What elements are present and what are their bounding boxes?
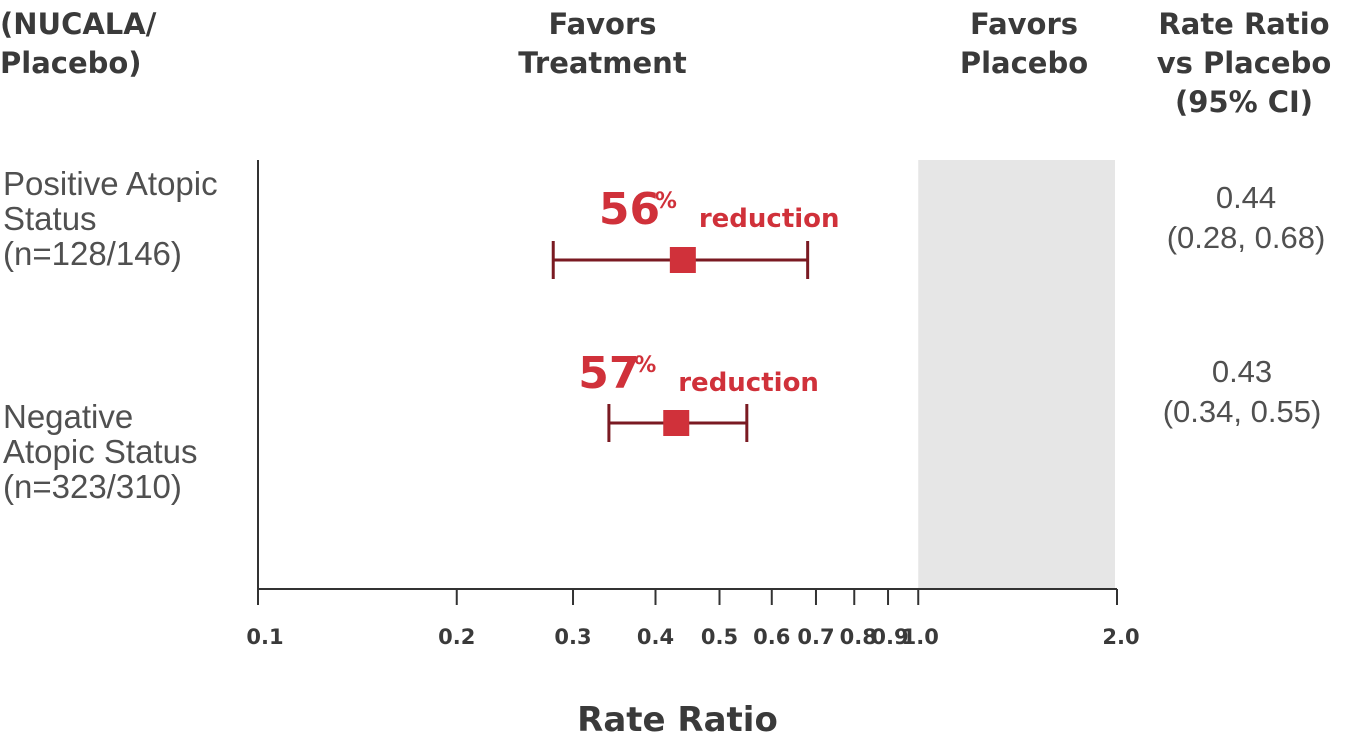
header-line: Placebo	[959, 46, 1089, 80]
header-line: (95% CI)	[1174, 85, 1314, 119]
row-label-negative-atopic: Negative Atopic Status (n=323/310)	[3, 399, 197, 504]
header-line: (NUCALA/	[0, 7, 157, 41]
row-label-line: Positive Atopic	[3, 165, 218, 202]
row-label-line: (n=128/146)	[3, 235, 182, 272]
row-label-positive-atopic: Positive Atopic Status (n=128/146)	[3, 166, 218, 271]
header-line: Placebo)	[0, 46, 142, 80]
x-tick-label: 0.9	[871, 625, 908, 649]
row-label-line: Atopic Status	[3, 433, 198, 470]
header-line: Treatment	[518, 46, 687, 80]
x-tick-label: 0.2	[438, 625, 475, 649]
rate-ratio-estimate: 0.44	[1215, 180, 1277, 215]
row-label-line: Status	[3, 200, 97, 237]
x-tick-label: 1.0	[902, 625, 939, 649]
estimate-marker	[669, 247, 696, 273]
percent-sign: %	[634, 353, 656, 378]
x-tick-label: 0.1	[246, 625, 283, 649]
reduction-label: reduction	[699, 204, 840, 234]
column-header-groups: (NUCALA/ Placebo)	[0, 5, 156, 83]
row-label-line: Negative	[3, 398, 134, 435]
header-favors-placebo: Favors Placebo	[940, 5, 1108, 83]
x-tick-label: 0.3	[554, 625, 591, 649]
reduction-percent: 56	[599, 184, 660, 235]
reduction-percent: 57	[578, 348, 639, 399]
x-tick-label: 0.6	[753, 625, 790, 649]
header-line: Favors	[969, 7, 1079, 41]
favors-placebo-region	[918, 160, 1115, 589]
header-line: vs Placebo	[1156, 46, 1332, 80]
rate-ratio-ci: (0.34, 0.55)	[1162, 394, 1322, 429]
x-tick-label: 0.4	[637, 625, 674, 649]
rate-ratio-positive: 0.44 (0.28, 0.68)	[1140, 178, 1350, 258]
header-favors-treatment: Favors Treatment	[470, 5, 735, 83]
estimate-marker	[663, 410, 690, 436]
percent-sign: %	[655, 189, 677, 214]
x-tick-label: 0.7	[797, 625, 834, 649]
x-tick-label: 2.0	[1102, 625, 1139, 649]
header-line: Favors	[548, 7, 657, 41]
reduction-label: reduction	[678, 368, 819, 398]
x-tick-label: 0.5	[701, 625, 738, 649]
x-tick-label: 0.8	[840, 625, 877, 649]
x-axis-title: Rate Ratio	[577, 700, 778, 740]
header-rate-ratio: Rate Ratio vs Placebo (95% CI)	[1138, 5, 1350, 122]
rate-ratio-negative: 0.43 (0.34, 0.55)	[1136, 352, 1348, 432]
rate-ratio-estimate: 0.43	[1211, 354, 1273, 389]
header-line: Rate Ratio	[1158, 7, 1330, 41]
row-label-line: (n=323/310)	[3, 468, 182, 505]
rate-ratio-ci: (0.28, 0.68)	[1166, 220, 1326, 255]
